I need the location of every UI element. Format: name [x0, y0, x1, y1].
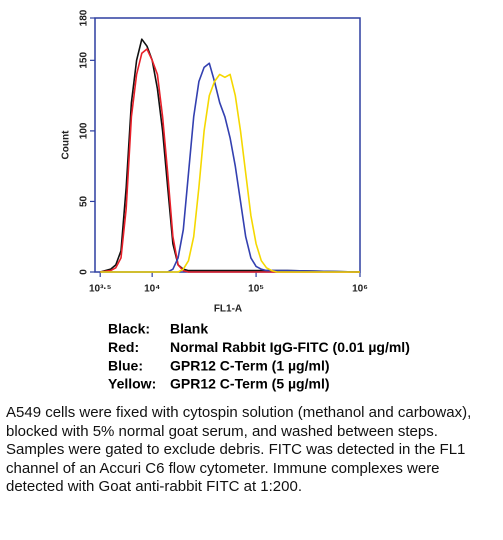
y-tick-label: 50: [79, 195, 90, 207]
legend-key: Black:: [108, 321, 150, 337]
histogram-line: [100, 73, 360, 273]
y-tick-label: 0: [79, 269, 90, 275]
y-tick-label: 150: [79, 52, 90, 69]
legend-label: GPR12 C-Term (5 µg/ml): [170, 376, 330, 392]
legend-label: GPR12 C-Term (1 µg/ml): [170, 357, 330, 373]
plot-frame: [94, 17, 361, 273]
chart: FL1-A Count 0 50 100 150 180 10³·⁵ 10⁴ 10⁵ 10⁶ Bl…: [61, 9, 410, 392]
histogram-line: [100, 48, 360, 273]
legend-label: Blank: [170, 321, 208, 337]
histogram-line: [99, 38, 361, 273]
legend-key: Blue:: [108, 357, 143, 373]
x-tick-label: 10⁴: [144, 284, 160, 295]
y-tick-label: 180: [79, 9, 90, 26]
legend-key: Red:: [108, 339, 139, 355]
legend-key: Yellow:: [108, 376, 156, 392]
histogram-line: [100, 62, 361, 273]
y-tick-label: 100: [79, 122, 90, 139]
x-tick-label: 10³·⁵: [89, 284, 112, 295]
caption: A549 cells were fixed with cytospin solu…: [6, 404, 472, 495]
legend-label: Normal Rabbit IgG-FITC (0.01 µg/ml): [170, 339, 410, 355]
x-axis-label: FL1-A: [214, 304, 242, 315]
y-axis-label: Count: [61, 130, 72, 160]
x-tick-label: 10⁵: [248, 284, 264, 295]
x-tick-label: 10⁶: [352, 284, 368, 295]
